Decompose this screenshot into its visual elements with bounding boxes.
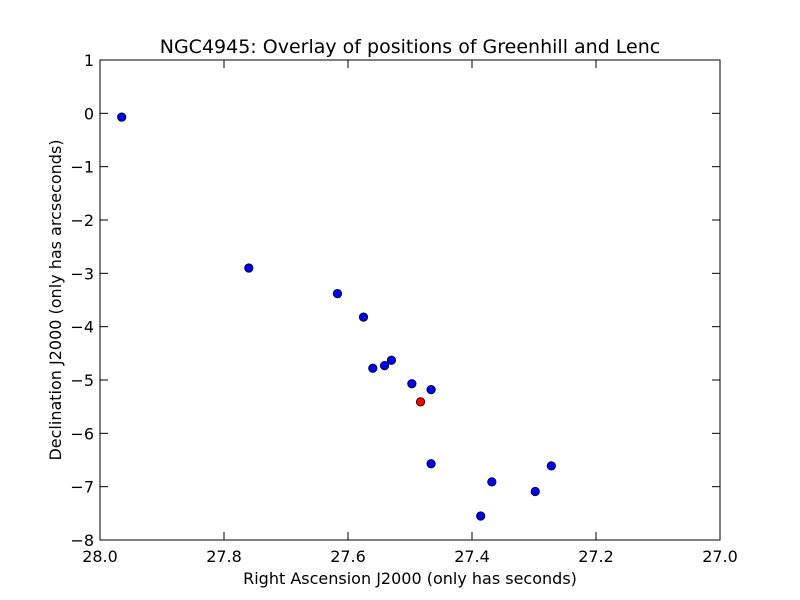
y-tick-label: 0 xyxy=(84,104,94,123)
data-points xyxy=(117,112,556,521)
data-point-red xyxy=(415,397,426,407)
data-point-blue xyxy=(487,477,497,487)
data-point-blue xyxy=(426,384,436,395)
data-point-blue xyxy=(368,363,378,373)
y-tick-label: −4 xyxy=(70,318,94,337)
data-point-blue xyxy=(358,312,369,322)
x-tick-label: 27.6 xyxy=(330,547,366,566)
y-tick-label: −3 xyxy=(70,264,94,283)
x-tick-label: 27.0 xyxy=(702,547,738,566)
data-point-blue xyxy=(407,379,417,389)
y-tick-label: −5 xyxy=(70,371,94,390)
plot-frame xyxy=(99,59,721,541)
data-point-blue xyxy=(117,112,127,122)
x-tick-label: 27.8 xyxy=(206,547,242,566)
data-point-blue xyxy=(386,355,396,365)
x-tick-label: 28.0 xyxy=(82,547,118,566)
y-tick-label: −6 xyxy=(70,424,94,443)
x-tick-label: 27.2 xyxy=(578,547,614,566)
y-axis-label: Declination J2000 (only has arcseconds) xyxy=(46,139,65,460)
y-tick-label: 1 xyxy=(84,51,94,70)
x-axis-label: Right Ascension J2000 (only has seconds) xyxy=(243,569,577,588)
y-axis: 1 0 −1 −2 −3 −4 −5 −6 −7 −8 xyxy=(70,51,720,550)
y-tick-label: −2 xyxy=(70,211,94,230)
x-tick-label: 27.4 xyxy=(454,547,490,566)
data-point-blue xyxy=(332,288,343,299)
data-point-blue xyxy=(426,459,436,469)
data-point-blue xyxy=(476,511,486,521)
y-tick-label: −7 xyxy=(70,478,94,497)
x-axis: 28.0 27.8 27.6 27.4 27.2 27.0 xyxy=(82,60,738,566)
data-point-blue xyxy=(530,486,540,497)
data-point-blue xyxy=(244,263,254,273)
data-point-blue xyxy=(379,360,390,371)
y-tick-label: −1 xyxy=(70,158,94,177)
data-point-blue xyxy=(546,461,556,471)
y-tick-label: −8 xyxy=(70,531,94,550)
chart-title: NGC4945: Overlay of positions of Greenhi… xyxy=(160,36,660,58)
